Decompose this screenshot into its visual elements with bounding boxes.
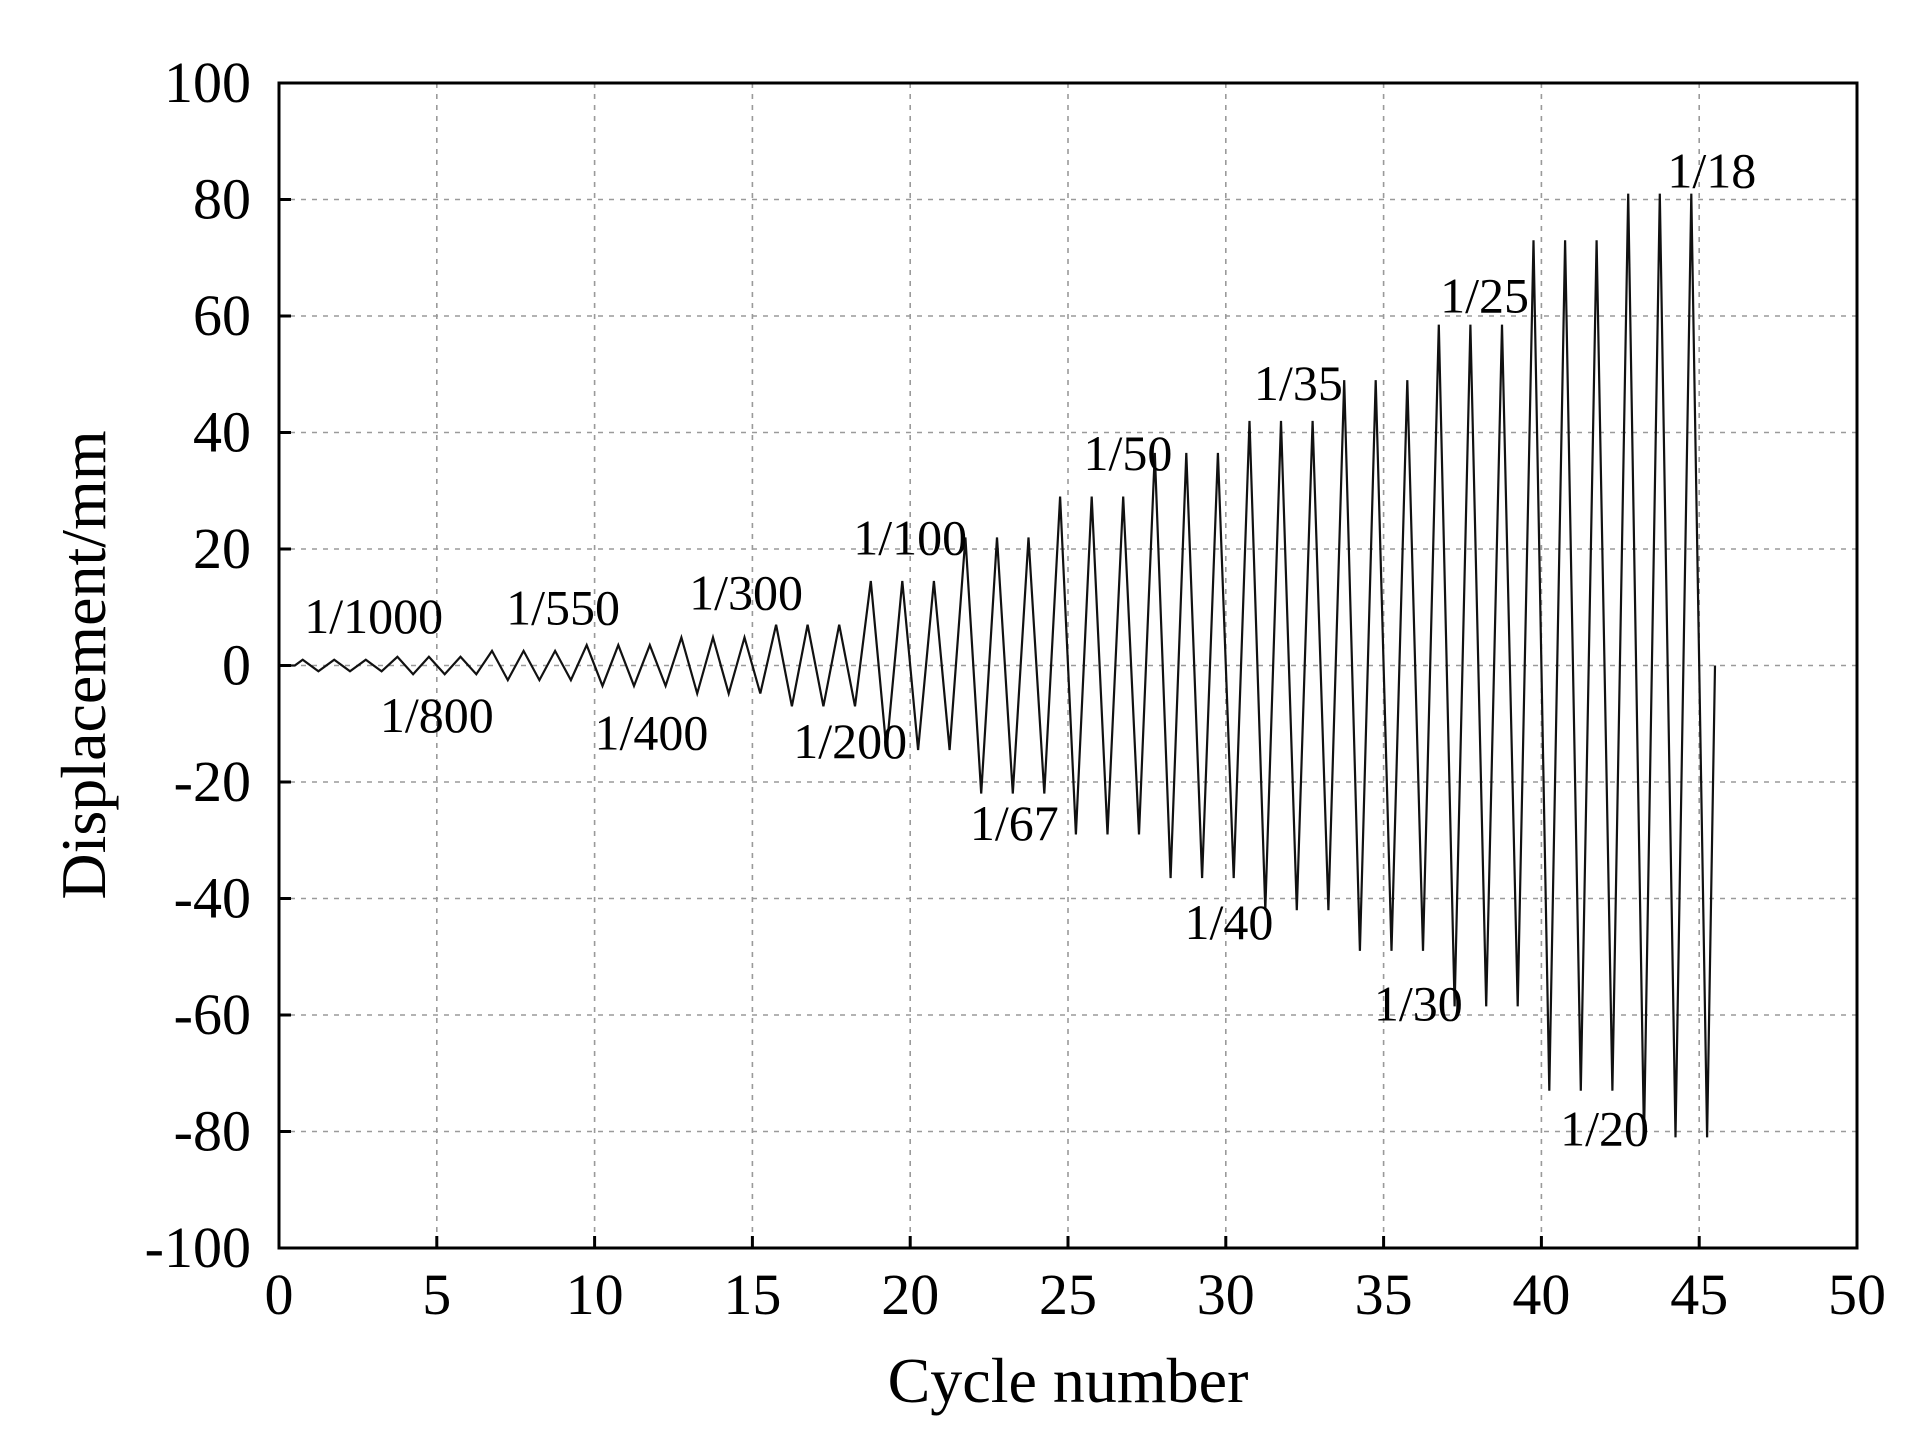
drift-ratio-label: 1/18 (1667, 142, 1756, 198)
axis-ticks: 0 5 10 15 20 25 30 35 40 45 50 100 80 60 40 20 0 -20 -40 -6… (145, 50, 1886, 1327)
x-tick-label: 20 (881, 1262, 939, 1327)
y-tick-label: 80 (193, 167, 251, 232)
x-tick-label: 25 (1039, 1262, 1097, 1327)
drift-ratio-label: 1/200 (793, 713, 907, 769)
drift-ratio-label: 1/25 (1440, 268, 1529, 324)
x-tick-label: 45 (1670, 1262, 1728, 1327)
x-tick-label: 10 (566, 1262, 624, 1327)
drift-ratio-label: 1/67 (970, 795, 1059, 851)
y-tick-label: 0 (222, 633, 251, 698)
x-tick-label: 40 (1512, 1262, 1570, 1327)
drift-ratio-label: 1/40 (1185, 894, 1274, 950)
y-tick-label: 60 (193, 283, 251, 348)
drift-ratio-label: 1/550 (506, 579, 620, 635)
x-tick-label: 5 (422, 1262, 451, 1327)
x-axis-title: Cycle number (888, 1345, 1249, 1416)
y-tick-label: 40 (193, 400, 251, 465)
grid-lines (279, 83, 1857, 1248)
y-tick-label: -20 (174, 749, 251, 814)
displacement-series-line (279, 193, 1717, 1138)
x-tick-label: 50 (1828, 1262, 1886, 1327)
y-tick-label: -100 (145, 1215, 251, 1280)
y-tick-label: 100 (164, 50, 251, 115)
drift-ratio-label: 1/50 (1084, 425, 1173, 481)
drift-ratio-label: 1/35 (1254, 355, 1343, 411)
drift-ratio-label: 1/1000 (304, 588, 443, 644)
x-tick-label: 35 (1355, 1262, 1413, 1327)
x-tick-label: 30 (1197, 1262, 1255, 1327)
drift-ratio-label: 1/800 (380, 687, 494, 743)
drift-ratio-label: 1/20 (1560, 1101, 1649, 1157)
series-group (279, 193, 1717, 1138)
y-axis-title: Displacement/mm (48, 430, 119, 899)
x-tick-label: 15 (723, 1262, 781, 1327)
drift-ratio-label: 1/30 (1374, 975, 1463, 1031)
y-tick-label: -40 (174, 866, 251, 931)
drift-ratio-label: 1/400 (594, 704, 708, 760)
drift-ratio-label: 1/300 (689, 565, 803, 621)
y-tick-label: -60 (174, 982, 251, 1047)
y-tick-label: -80 (174, 1099, 251, 1164)
y-tick-label: 20 (193, 516, 251, 581)
x-tick-label: 0 (265, 1262, 294, 1327)
drift-ratio-label: 1/100 (853, 509, 967, 565)
